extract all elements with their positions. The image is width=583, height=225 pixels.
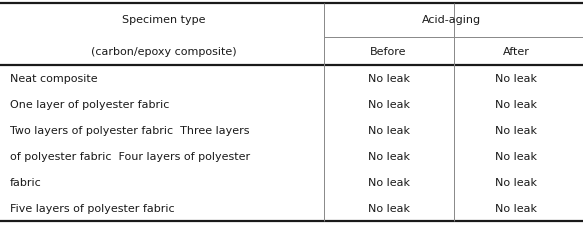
Text: fabric: fabric bbox=[10, 177, 42, 187]
Text: No leak: No leak bbox=[367, 177, 410, 187]
Text: Two layers of polyester fabric  Three layers: Two layers of polyester fabric Three lay… bbox=[10, 126, 250, 135]
Text: After: After bbox=[503, 47, 530, 57]
Text: Specimen type: Specimen type bbox=[122, 15, 206, 25]
Text: No leak: No leak bbox=[496, 177, 538, 187]
Text: No leak: No leak bbox=[367, 151, 410, 161]
Text: No leak: No leak bbox=[496, 99, 538, 110]
Text: of polyester fabric  Four layers of polyester: of polyester fabric Four layers of polye… bbox=[10, 151, 250, 161]
Text: No leak: No leak bbox=[496, 126, 538, 135]
Text: Neat composite: Neat composite bbox=[10, 74, 97, 84]
Text: No leak: No leak bbox=[496, 203, 538, 213]
Text: One layer of polyester fabric: One layer of polyester fabric bbox=[10, 99, 170, 110]
Text: No leak: No leak bbox=[367, 126, 410, 135]
Text: No leak: No leak bbox=[367, 74, 410, 84]
Text: (carbon/epoxy composite): (carbon/epoxy composite) bbox=[91, 47, 237, 57]
Text: No leak: No leak bbox=[367, 99, 410, 110]
Text: Acid-aging: Acid-aging bbox=[422, 15, 481, 25]
Text: Before: Before bbox=[370, 47, 407, 57]
Text: Five layers of polyester fabric: Five layers of polyester fabric bbox=[10, 203, 175, 213]
Text: No leak: No leak bbox=[496, 151, 538, 161]
Text: No leak: No leak bbox=[367, 203, 410, 213]
Text: No leak: No leak bbox=[496, 74, 538, 84]
